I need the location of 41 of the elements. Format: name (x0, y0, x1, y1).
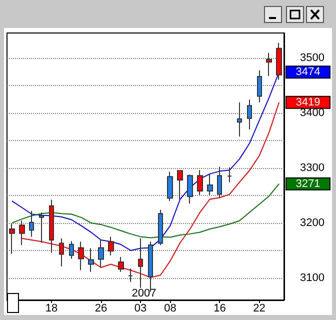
candlestick (227, 166, 232, 183)
candlestick (257, 70, 262, 103)
candlestick (177, 170, 183, 200)
candlestick (69, 240, 74, 260)
candlestick (187, 174, 193, 204)
candlestick (49, 199, 54, 254)
x-tick-label: 16 (214, 302, 226, 314)
candlestick (247, 99, 252, 130)
x-tick-label: 18 (45, 302, 58, 314)
x-tick-label: 03 (134, 302, 147, 314)
y-tick-label: 3300 (300, 162, 324, 174)
annotation: 2007 (132, 288, 156, 300)
candlestick (108, 236, 114, 256)
data-label: 3474 (296, 66, 320, 78)
candlestick (217, 166, 222, 199)
candlestick (29, 210, 34, 238)
candlestick (207, 174, 213, 196)
line-series (11, 183, 280, 238)
y-tick-label: 3500 (300, 52, 324, 64)
candlestick (266, 52, 272, 76)
candlestick (118, 256, 124, 272)
candlestick (88, 248, 94, 272)
data-label: 3419 (296, 96, 320, 108)
x-tick-label: 26 (94, 302, 108, 314)
candlestick (98, 238, 104, 268)
candlestick (167, 171, 173, 202)
candlestick (128, 268, 133, 282)
candlestick (197, 170, 203, 196)
candlestick (78, 241, 84, 271)
y-tick-label: 3400 (300, 106, 324, 119)
candlestick (276, 42, 282, 80)
candlestick (59, 238, 64, 267)
x-tick-label: 08 (164, 302, 176, 314)
x-tick-label: 22 (253, 302, 266, 314)
y-tick-label: 3100 (300, 272, 324, 284)
data-label: 3271 (296, 178, 320, 190)
candlestick (158, 209, 163, 246)
candlestick (9, 222, 15, 254)
candlestick (39, 212, 44, 244)
candlestick (237, 102, 242, 137)
y-tick-label: 3200 (300, 216, 324, 229)
